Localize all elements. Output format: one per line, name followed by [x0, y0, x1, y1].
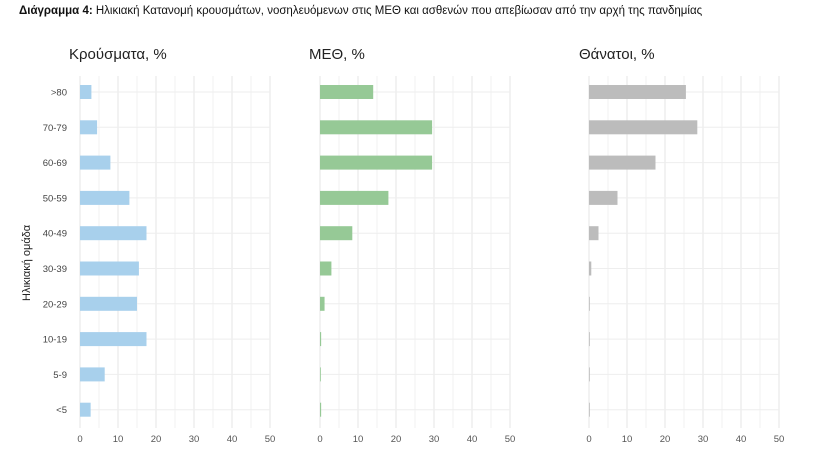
y-tick-label-5: 30-39: [43, 264, 67, 275]
bar-deaths-7: [589, 332, 590, 347]
x-tick-label-cases: 30: [189, 434, 200, 445]
bar-cases-6: [80, 296, 137, 311]
x-tick-label-deaths: 50: [774, 434, 785, 445]
bar-icu-3: [320, 190, 389, 205]
x-tick-label-icu: 0: [317, 434, 322, 445]
bar-icu-1: [320, 120, 433, 135]
x-tick-label-deaths: 40: [736, 434, 747, 445]
panel-title-cases: Κρούσματα, %: [69, 46, 167, 63]
y-tick-label-8: 5-9: [53, 370, 67, 381]
x-tick-label-icu: 40: [467, 434, 478, 445]
x-tick-label-cases: 50: [265, 434, 276, 445]
panel-title-icu: ΜΕΘ, %: [309, 46, 365, 63]
bar-deaths-2: [589, 155, 656, 170]
bar-icu-8: [320, 367, 321, 382]
bar-cases-0: [80, 85, 92, 99]
x-tick-label-cases: 40: [227, 434, 238, 445]
y-tick-label-7: 10-19: [43, 335, 67, 346]
bar-icu-9: [320, 402, 322, 417]
x-tick-label-icu: 10: [353, 434, 364, 445]
y-tick-label-6: 20-29: [43, 299, 67, 310]
bar-icu-4: [320, 226, 353, 241]
bar-cases-3: [80, 190, 130, 205]
bar-icu-0: [320, 85, 374, 99]
bar-cases-8: [80, 367, 105, 382]
y-tick-label-3: 50-59: [43, 193, 67, 204]
x-tick-label-cases: 0: [77, 434, 82, 445]
bar-cases-7: [80, 332, 147, 347]
y-tick-label-0: >80: [51, 88, 67, 99]
bar-cases-4: [80, 226, 147, 241]
bar-deaths-0: [589, 85, 686, 99]
x-tick-label-icu: 50: [505, 434, 516, 445]
x-tick-label-deaths: 30: [698, 434, 709, 445]
y-tick-label-1: 70-79: [43, 123, 67, 134]
bar-deaths-8: [589, 367, 590, 382]
bar-deaths-4: [589, 226, 599, 241]
bar-deaths-6: [589, 296, 590, 311]
bar-cases-9: [80, 402, 91, 417]
bar-cases-1: [80, 120, 98, 135]
y-tick-label-9: <5: [56, 405, 67, 416]
bar-icu-2: [320, 155, 433, 170]
bar-icu-6: [320, 296, 325, 311]
y-tick-label-4: 40-49: [43, 229, 67, 240]
x-tick-label-icu: 20: [391, 434, 402, 445]
bar-deaths-5: [589, 261, 592, 276]
bar-deaths-9: [589, 402, 590, 417]
bar-icu-5: [320, 261, 332, 276]
bar-cases-2: [80, 155, 111, 170]
bar-cases-5: [80, 261, 139, 276]
caption-label: Διάγραμμα 4:: [19, 5, 93, 17]
chart-caption: Διάγραμμα 4: Ηλικιακή Κατανομή κρουσμάτω…: [19, 5, 702, 17]
x-tick-label-deaths: 20: [660, 434, 671, 445]
bar-deaths-1: [589, 120, 698, 135]
y-tick-label-2: 60-69: [43, 158, 67, 169]
bar-deaths-3: [589, 190, 618, 205]
x-tick-label-cases: 20: [151, 434, 162, 445]
x-tick-label-icu: 30: [429, 434, 440, 445]
caption-text: Ηλικιακή Κατανομή κρουσμάτων, νοσηλευόμε…: [92, 5, 703, 17]
bar-icu-7: [320, 332, 322, 347]
x-tick-label-deaths: 10: [622, 434, 633, 445]
x-tick-label-deaths: 0: [586, 434, 591, 445]
x-tick-label-cases: 10: [113, 434, 124, 445]
panel-title-deaths: Θάνατοι, %: [579, 46, 655, 63]
